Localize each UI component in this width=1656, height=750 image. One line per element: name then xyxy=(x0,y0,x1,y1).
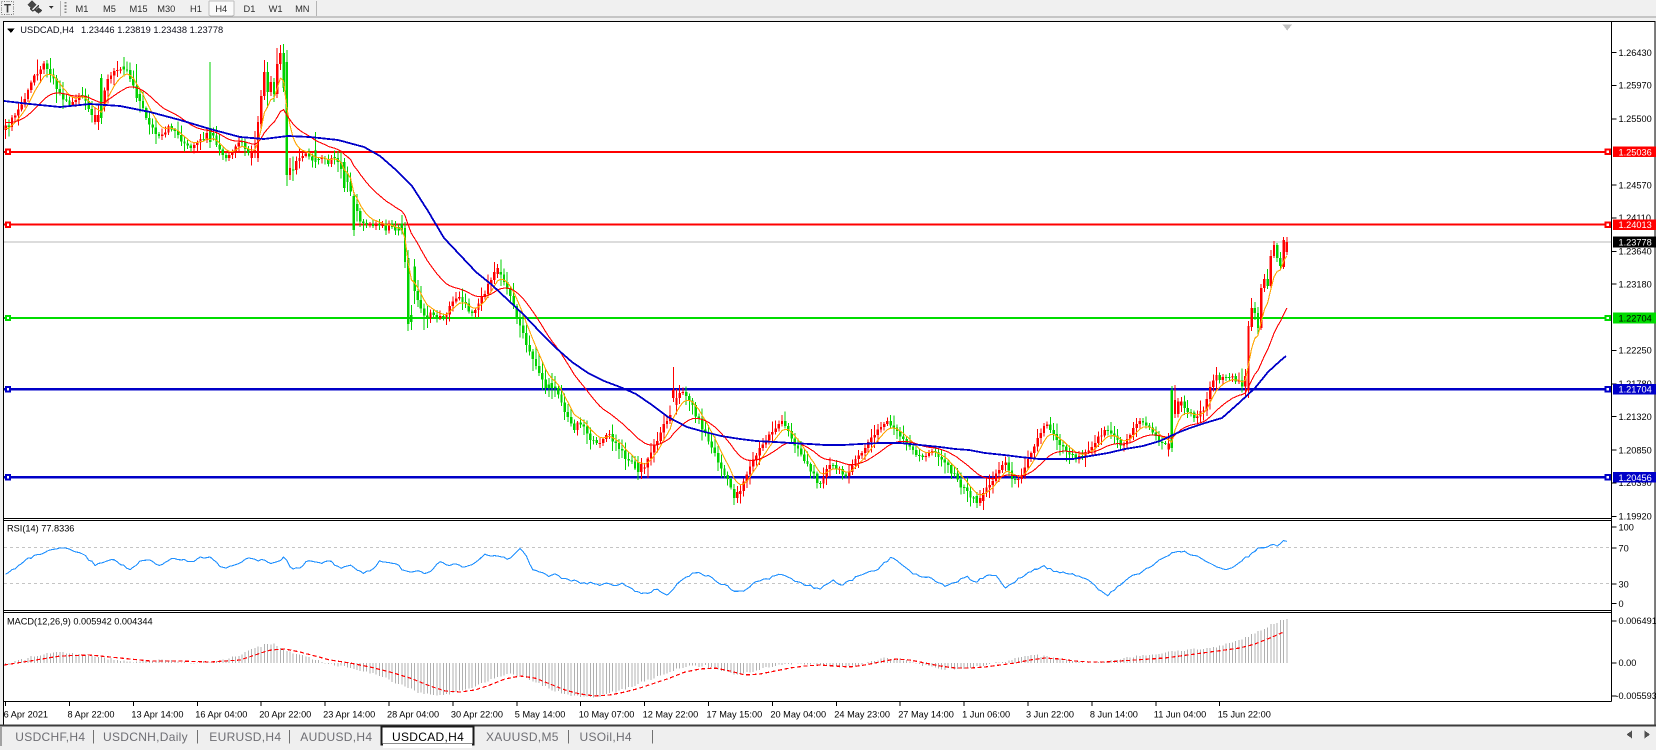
svg-text:1.25970: 1.25970 xyxy=(1619,81,1652,91)
svg-text:16 Apr 04:00: 16 Apr 04:00 xyxy=(195,710,247,720)
svg-text:1.20850: 1.20850 xyxy=(1619,445,1652,455)
svg-text:USDCNH,Daily: USDCNH,Daily xyxy=(103,730,188,744)
svg-text:1.22250: 1.22250 xyxy=(1619,346,1652,356)
svg-text:13 Apr 14:00: 13 Apr 14:00 xyxy=(131,710,183,720)
svg-text:11 Jun 04:00: 11 Jun 04:00 xyxy=(1154,710,1206,720)
svg-text:1.25500: 1.25500 xyxy=(1619,114,1652,124)
svg-text:AUDUSD,H4: AUDUSD,H4 xyxy=(300,730,372,744)
svg-text:M15: M15 xyxy=(129,4,147,14)
svg-text:1.20390: 1.20390 xyxy=(1619,478,1652,488)
svg-text:USDCAD,H4: USDCAD,H4 xyxy=(392,730,464,744)
svg-text:H4: H4 xyxy=(215,4,227,14)
svg-text:USDCAD,H4: USDCAD,H4 xyxy=(20,25,74,35)
svg-text:USOil,H4: USOil,H4 xyxy=(580,730,632,744)
svg-text:XAUUSD,M5: XAUUSD,M5 xyxy=(486,730,559,744)
svg-text:1.20456: 1.20456 xyxy=(1619,473,1652,483)
svg-text:12 May 22:00: 12 May 22:00 xyxy=(643,710,699,720)
svg-text:10 May 07:00: 10 May 07:00 xyxy=(579,710,635,720)
svg-text:-0.005593: -0.005593 xyxy=(1616,691,1656,701)
svg-text:1.21704: 1.21704 xyxy=(1619,385,1652,395)
svg-text:MACD(12,26,9) 0.005942 0.00434: MACD(12,26,9) 0.005942 0.004344 xyxy=(7,617,153,627)
svg-text:1.24013: 1.24013 xyxy=(1619,220,1652,230)
svg-text:1.23640: 1.23640 xyxy=(1619,247,1652,257)
svg-text:1.22704: 1.22704 xyxy=(1619,313,1652,323)
svg-text:100: 100 xyxy=(1619,523,1634,533)
svg-text:5 May 14:00: 5 May 14:00 xyxy=(515,710,566,720)
svg-text:17 May 15:00: 17 May 15:00 xyxy=(707,710,763,720)
svg-text:30 Apr 22:00: 30 Apr 22:00 xyxy=(451,710,503,720)
svg-text:T: T xyxy=(4,4,11,16)
svg-text:W1: W1 xyxy=(269,4,283,14)
svg-text:23 Apr 14:00: 23 Apr 14:00 xyxy=(323,710,375,720)
svg-text:RSI(14) 77.8336: RSI(14) 77.8336 xyxy=(7,524,74,534)
svg-text:8 Apr 22:00: 8 Apr 22:00 xyxy=(68,710,115,720)
svg-text:6 Apr 2021: 6 Apr 2021 xyxy=(4,710,48,720)
svg-text:27 May 14:00: 27 May 14:00 xyxy=(898,710,954,720)
svg-text:USDCHF,H4: USDCHF,H4 xyxy=(15,730,85,744)
svg-text:0.00: 0.00 xyxy=(1619,658,1637,668)
svg-text:1.23778: 1.23778 xyxy=(1619,237,1652,247)
svg-text:1.19920: 1.19920 xyxy=(1619,512,1652,522)
svg-text:0.006491: 0.006491 xyxy=(1619,616,1656,626)
svg-text:1.26430: 1.26430 xyxy=(1619,48,1652,58)
svg-text:1 Jun 06:00: 1 Jun 06:00 xyxy=(962,710,1010,720)
svg-text:1.23180: 1.23180 xyxy=(1619,279,1652,289)
svg-text:1.23446 1.23819 1.23438 1.2377: 1.23446 1.23819 1.23438 1.23778 xyxy=(81,25,223,35)
svg-text:H1: H1 xyxy=(190,4,202,14)
svg-text:0: 0 xyxy=(1619,599,1624,609)
svg-text:M30: M30 xyxy=(157,4,175,14)
svg-text:20 Apr 22:00: 20 Apr 22:00 xyxy=(259,710,311,720)
svg-text:MN: MN xyxy=(295,4,309,14)
svg-text:28 Apr 04:00: 28 Apr 04:00 xyxy=(387,710,439,720)
svg-text:20 May 04:00: 20 May 04:00 xyxy=(770,710,826,720)
svg-text:1.25036: 1.25036 xyxy=(1619,147,1652,157)
svg-text:30: 30 xyxy=(1619,579,1629,589)
svg-text:1.24570: 1.24570 xyxy=(1619,180,1652,190)
svg-text:1.21320: 1.21320 xyxy=(1619,412,1652,422)
svg-text:70: 70 xyxy=(1619,543,1629,553)
svg-text:1.24110: 1.24110 xyxy=(1619,213,1652,223)
svg-text:D1: D1 xyxy=(244,4,256,14)
svg-text:15 Jun 22:00: 15 Jun 22:00 xyxy=(1218,710,1271,720)
svg-text:EURUSD,H4: EURUSD,H4 xyxy=(209,730,281,744)
svg-text:3 Jun 22:00: 3 Jun 22:00 xyxy=(1026,710,1074,720)
svg-text:M5: M5 xyxy=(103,4,116,14)
svg-text:M1: M1 xyxy=(76,4,89,14)
svg-text:24 May 23:00: 24 May 23:00 xyxy=(834,710,890,720)
svg-text:8 Jun 14:00: 8 Jun 14:00 xyxy=(1090,710,1138,720)
